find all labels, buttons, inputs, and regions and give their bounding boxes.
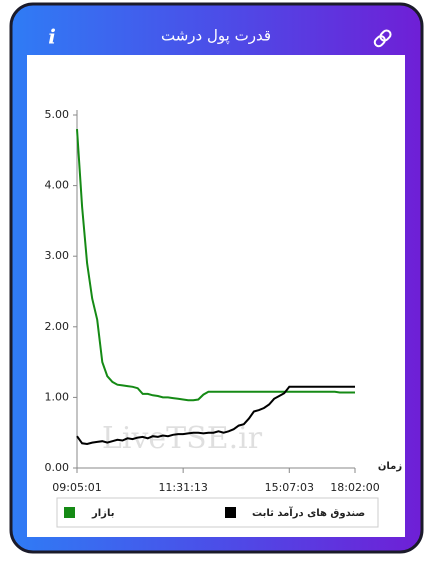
- legend-label: بازار: [91, 508, 114, 519]
- x-tick-label: 18:02:00: [330, 481, 379, 494]
- y-tick-label: 1.00: [45, 390, 70, 403]
- legend-swatch: [225, 507, 236, 518]
- y-tick-label: 2.00: [45, 320, 70, 333]
- series-line: [76, 385, 355, 446]
- x-tick-label: 11:31:13: [158, 481, 207, 494]
- y-tick-label: 0.00: [45, 461, 70, 474]
- header-title: قدرت پول درشت: [161, 27, 271, 46]
- info-button[interactable]: i: [48, 25, 56, 49]
- y-tick-label: 4.00: [45, 179, 70, 192]
- legend-label: صندوق های درآمد ثابت: [252, 506, 365, 519]
- x-tick-label: 15:07:03: [265, 481, 314, 494]
- y-tick-label: 5.00: [45, 108, 70, 121]
- legend-box: [56, 497, 379, 528]
- x-tick-label: 09:05:01: [52, 481, 101, 494]
- chart-panel: [27, 55, 405, 537]
- legend-swatch: [64, 507, 75, 518]
- link-button[interactable]: [373, 29, 392, 48]
- x-axis-label: زمان: [378, 461, 402, 472]
- y-tick-label: 3.00: [45, 249, 70, 262]
- series-line: [76, 129, 355, 402]
